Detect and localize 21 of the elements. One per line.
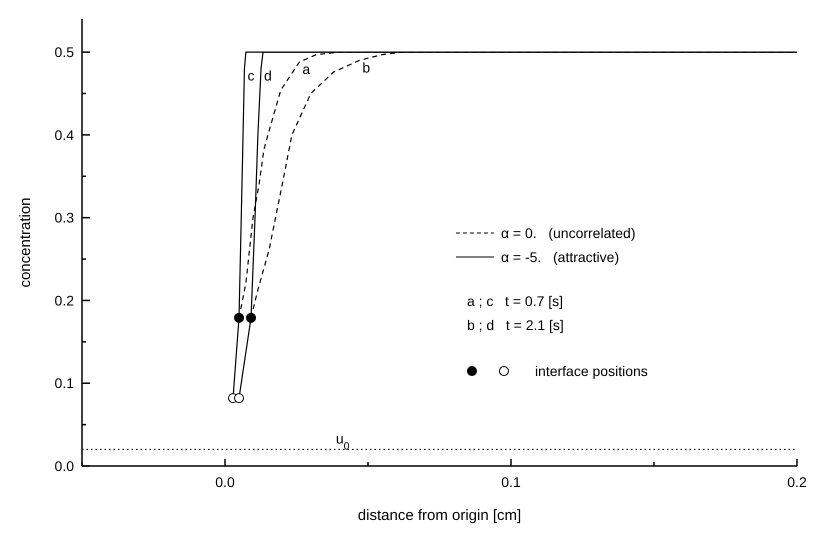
y-tick-label: 0.1	[54, 375, 74, 392]
x-axis-title: distance from origin [cm]	[358, 507, 522, 524]
y-tick-label: 0.4	[54, 126, 74, 143]
annotation: α = -5. (attractive)	[500, 249, 620, 266]
annotation: a ; c t = 0.7 [s]	[466, 293, 564, 310]
annotation: b ; d t = 2.1 [s]	[466, 317, 564, 334]
y-axis-title: concentration	[17, 197, 34, 288]
y-tick-label: 0.2	[54, 292, 74, 308]
series-label: a	[302, 61, 310, 78]
series-label: b	[362, 59, 370, 76]
series-label: c	[247, 68, 254, 84]
annotation: α = 0. (uncorrelated)	[500, 225, 636, 242]
x-tick-label: 0.1	[501, 474, 521, 490]
x-tick-label: 0.2	[787, 474, 807, 490]
y-tick-label: 0.3	[54, 210, 74, 226]
series-label: d	[264, 68, 272, 84]
ref-line-label: u$_{0}$	[336, 430, 350, 452]
x-tick-label: 0.0	[215, 474, 235, 490]
legend-label: interface positions	[534, 363, 648, 380]
y-tick-label: 0.5	[54, 44, 74, 60]
y-tick-label: 0.0	[54, 458, 74, 474]
